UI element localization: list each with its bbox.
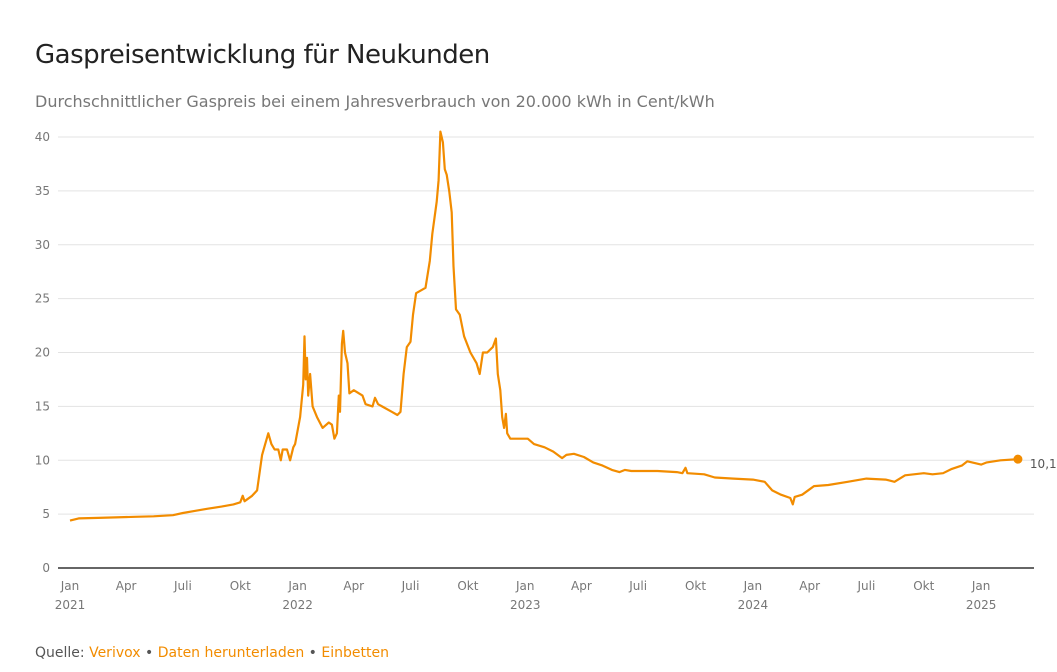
- chart-subtitle: Durchschnittlicher Gaspreis bei einem Ja…: [35, 92, 715, 111]
- x-tick-label: Jan: [60, 579, 80, 593]
- embed-link[interactable]: Einbetten: [321, 645, 389, 661]
- x-tick-label: Jan: [287, 579, 307, 593]
- y-tick-label: 35: [35, 184, 50, 198]
- y-tick-label: 15: [35, 399, 50, 413]
- x-tick-year-label: 2023: [510, 598, 541, 612]
- source-link[interactable]: Verivox: [89, 645, 141, 661]
- x-tick-label: Apr: [343, 579, 364, 593]
- y-tick-label: 5: [42, 507, 50, 521]
- y-tick-label: 0: [42, 561, 50, 575]
- chart-title: Gaspreisentwicklung für Neukunden: [35, 40, 490, 70]
- y-tick-label: 10: [35, 453, 50, 467]
- x-tick-label: Okt: [685, 579, 706, 593]
- x-tick-label: Juli: [856, 579, 875, 593]
- x-tick-label: Juli: [401, 579, 420, 593]
- x-tick-label: Apr: [116, 579, 137, 593]
- x-tick-year-label: 2024: [738, 598, 769, 612]
- x-tick-label: Apr: [799, 579, 820, 593]
- x-tick-label: Jan: [743, 579, 763, 593]
- end-point-marker: [1013, 454, 1023, 464]
- y-tick-label: 30: [35, 238, 50, 252]
- footer: Quelle: Verivox • Daten herunterladen • …: [35, 645, 389, 661]
- x-tick-year-label: 2022: [282, 598, 313, 612]
- x-tick-year-label: 2025: [966, 598, 997, 612]
- x-tick-label: Juli: [628, 579, 647, 593]
- x-tick-label: Okt: [457, 579, 478, 593]
- x-tick-label: Okt: [913, 579, 934, 593]
- x-tick-label: Jan: [515, 579, 535, 593]
- source-prefix: Quelle:: [35, 645, 85, 661]
- footer-separator: •: [145, 645, 154, 661]
- x-tick-label: Okt: [230, 579, 251, 593]
- y-tick-label: 20: [35, 346, 50, 360]
- y-tick-label: 25: [35, 292, 50, 306]
- end-value-label: 10,1: [1030, 457, 1057, 471]
- footer-separator: •: [308, 645, 317, 661]
- y-tick-label: 40: [35, 130, 50, 144]
- x-tick-year-label: 2021: [55, 598, 86, 612]
- price-line: [69, 130, 1018, 522]
- x-tick-label: Juli: [173, 579, 192, 593]
- x-tick-label: Apr: [571, 579, 592, 593]
- download-data-link[interactable]: Daten herunterladen: [157, 645, 305, 661]
- x-tick-label: Jan: [971, 579, 991, 593]
